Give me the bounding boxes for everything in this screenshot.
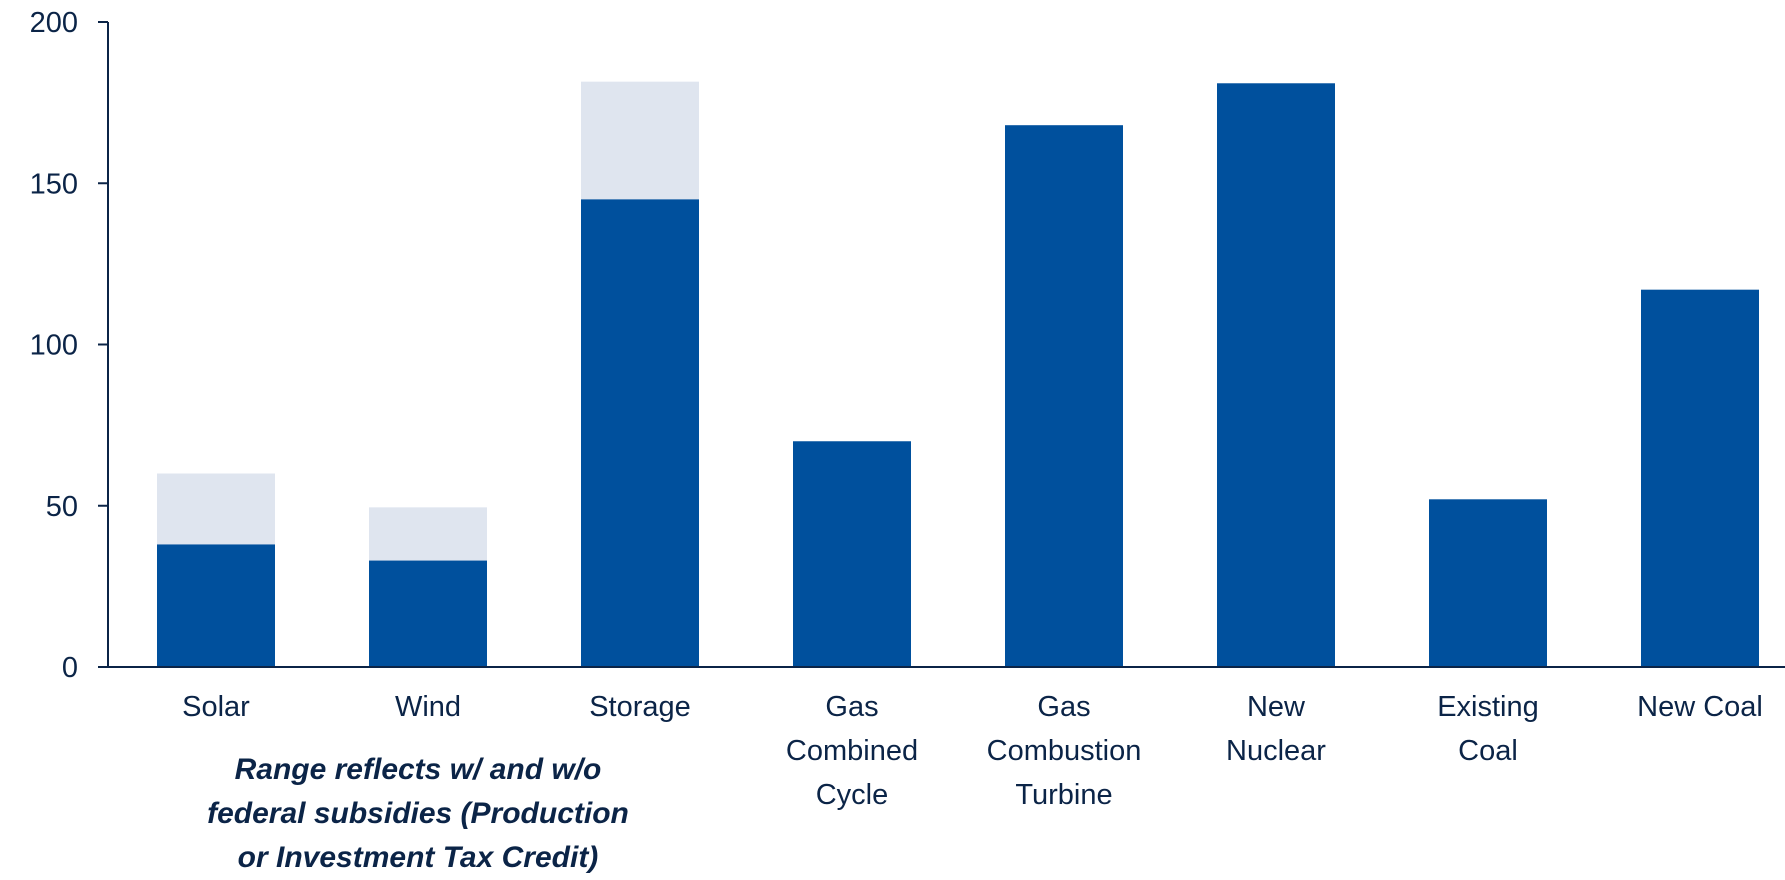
subsidy-range-annotation: Range reflects w/ and w/o federal subsid… (118, 748, 718, 880)
y-tick-label: 150 (30, 168, 78, 200)
y-tick-labels-group: 0 50 100 150 200 (30, 7, 78, 684)
y-tick-label: 0 (62, 652, 78, 684)
x-category-label: New (1247, 691, 1306, 723)
y-tick-label: 50 (46, 491, 78, 523)
x-category-label: Coal (1458, 735, 1518, 767)
base-bars-group (157, 83, 1759, 667)
x-category-labels-group: Solar Wind Storage Gas Combined Cycle Gas Combu… (182, 691, 1763, 811)
y-tick-label: 200 (30, 7, 78, 39)
x-category-label: Gas (825, 691, 878, 723)
base-bar (793, 441, 911, 667)
annotation-line-3: or Investment Tax Credit) (237, 841, 599, 874)
x-category-label: Existing (1437, 691, 1539, 723)
base-bar (1217, 83, 1335, 667)
base-bar (157, 544, 275, 667)
annotation-line-1: Range reflects w/ and w/o (234, 753, 602, 786)
x-category-label: Turbine (1015, 779, 1112, 811)
x-category-label: Combined (786, 735, 918, 767)
base-bar (369, 560, 487, 667)
base-bar (1641, 289, 1759, 667)
x-category-label: Storage (589, 691, 691, 723)
x-category-label: Cycle (816, 779, 889, 811)
base-bar (581, 199, 699, 667)
x-category-label: Wind (395, 691, 461, 723)
y-tick-label: 100 (30, 330, 78, 362)
base-bar (1429, 499, 1547, 667)
x-category-label: Gas (1037, 691, 1090, 723)
x-category-label: New Coal (1637, 691, 1763, 723)
x-category-label: Solar (182, 691, 250, 723)
base-bar (1005, 125, 1123, 667)
x-category-label: Combustion (987, 735, 1142, 767)
axes-group (98, 21, 1785, 668)
x-category-label: Nuclear (1226, 735, 1326, 767)
annotation-line-2: federal subsidies (Production (207, 797, 629, 830)
